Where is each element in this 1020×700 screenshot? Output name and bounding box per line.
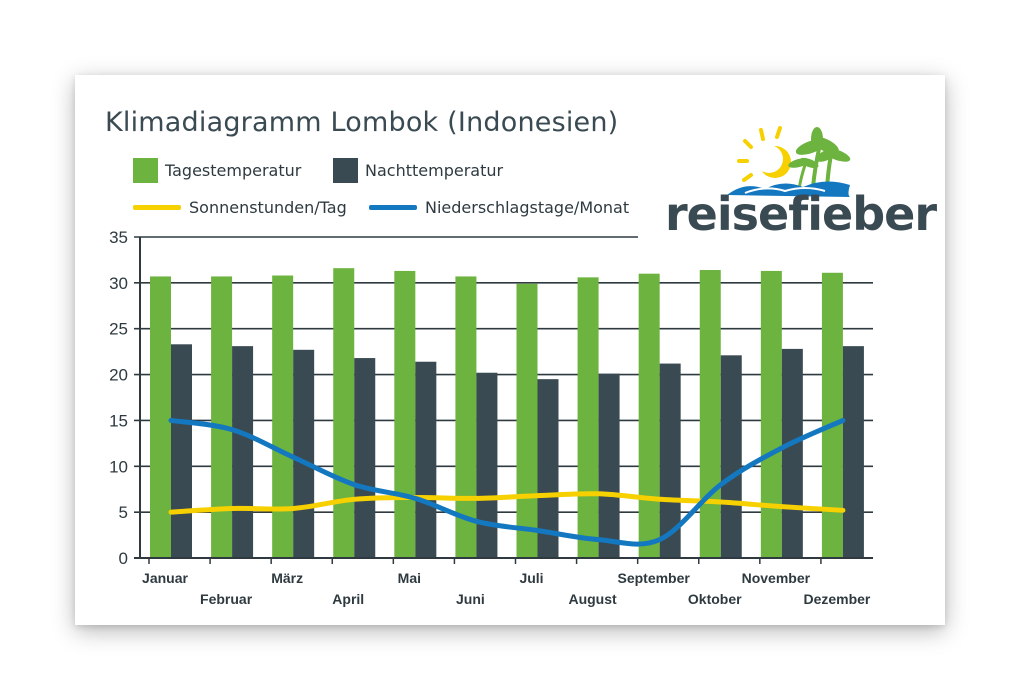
y-tick-label: 10: [109, 457, 128, 476]
x-tick-label: Oktober: [688, 591, 742, 607]
chart-title: Klimadiagramm Lombok (Indonesien): [105, 107, 619, 138]
bar-tagestemperatur: [333, 268, 355, 558]
x-tick-label: Mai: [398, 570, 421, 586]
x-tick-label: Juli: [519, 570, 543, 586]
bar-tagestemperatur: [272, 275, 294, 558]
y-tick-label: 15: [109, 411, 128, 430]
bar-tagestemperatur: [150, 276, 171, 558]
x-tick-label: März: [271, 570, 303, 586]
bar-tagestemperatur: [455, 276, 477, 558]
bar-nachttemperatur: [659, 363, 681, 558]
y-tick-label: 30: [109, 274, 128, 293]
sun-icon: [737, 126, 791, 182]
y-tick-label: 35: [109, 228, 128, 247]
legend-swatch-rain: [369, 205, 417, 210]
bar-nachttemperatur: [415, 361, 437, 558]
x-tick-label: April: [332, 591, 364, 607]
reisefieber-logo: reisefieber: [665, 115, 937, 245]
bar-tagestemperatur: [577, 277, 599, 558]
x-tick-label: Februar: [200, 591, 253, 607]
bar-nachttemperatur: [171, 344, 192, 558]
bar-tagestemperatur: [821, 272, 843, 558]
bar-tagestemperatur: [211, 276, 233, 558]
legend-night-temp: Nachttemperatur: [333, 158, 503, 183]
bar-tagestemperatur: [638, 273, 660, 558]
chart-card: 0 5 10 15 20 25 30 35 Januar Februar März April Mai J…: [75, 75, 945, 625]
x-tick-label: September: [617, 570, 690, 586]
bar-nachttemperatur: [537, 379, 559, 558]
y-tick-label: 20: [109, 366, 128, 385]
bar-tagestemperatur: [516, 283, 538, 558]
bar-nachttemperatur: [476, 372, 498, 558]
bar-nachttemperatur: [354, 358, 376, 558]
legend-label-night: Nachttemperatur: [365, 161, 504, 180]
x-tick-label: Januar: [142, 570, 188, 586]
bar-nachttemperatur: [720, 355, 742, 558]
legend-swatch-day: [133, 158, 158, 183]
bar-tagestemperatur: [699, 270, 721, 558]
legend-label-day: Tagestemperatur: [165, 161, 302, 180]
bar-nachttemperatur: [293, 349, 315, 558]
legend-swatch-sun: [133, 205, 181, 210]
chart-svg: 0 5 10 15 20 25 30 35 Januar Februar März April Mai J…: [109, 228, 873, 607]
bar-nachttemperatur: [781, 348, 803, 558]
x-tick-label: Juni: [456, 591, 485, 607]
legend-day-temp: Tagestemperatur: [133, 158, 301, 183]
legend-label-rain: Niederschlagstage/Monat: [425, 198, 630, 217]
x-tick-label: Dezember: [803, 591, 870, 607]
palm-tree-icon: [788, 127, 851, 190]
bar-tagestemperatur: [760, 270, 782, 558]
legend-swatch-night: [333, 158, 358, 183]
y-tick-label: 25: [109, 320, 128, 339]
line-sonnenstunden: [168, 491, 846, 515]
line-niederschlagstage: [168, 417, 846, 547]
x-tick-label: August: [568, 591, 617, 607]
wave-icon: [727, 181, 850, 197]
legend-rain-days: Niederschlagstage/Monat: [369, 198, 629, 217]
legend-sunshine: Sonnenstunden/Tag: [133, 198, 347, 217]
legend-label-sun: Sonnenstunden/Tag: [189, 198, 347, 217]
x-tick-label: November: [742, 570, 811, 586]
logo-wordmark: reisefieber: [665, 187, 937, 241]
logo-graphic: [727, 126, 851, 197]
bar-nachttemperatur: [598, 373, 620, 558]
bar-nachttemperatur: [232, 346, 254, 558]
y-tick-label: 5: [119, 503, 128, 522]
bar-nachttemperatur: [842, 346, 864, 558]
bar-tagestemperatur: [394, 270, 416, 558]
y-tick-label: 0: [119, 549, 128, 568]
